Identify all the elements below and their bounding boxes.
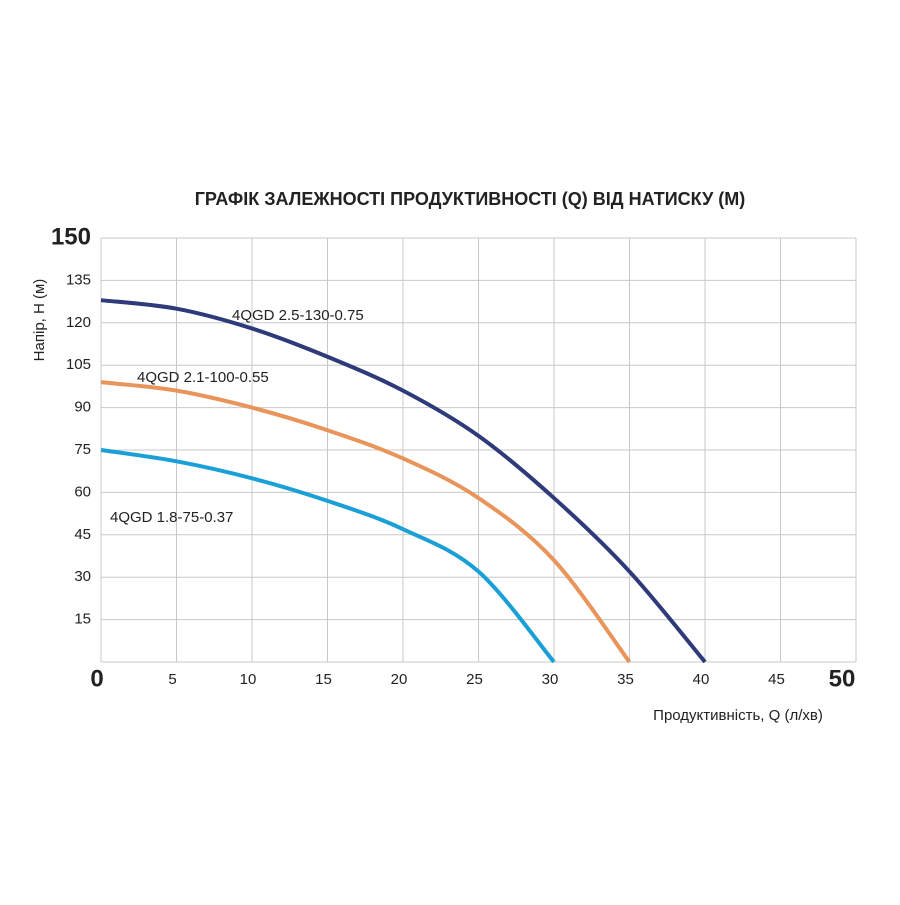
series-line (100, 298, 707, 664)
y-tick-label: 90 (74, 399, 91, 416)
y-tick-label: 60 (74, 483, 91, 500)
x-tick-label: 15 (315, 671, 332, 688)
y-tick-label: 30 (74, 568, 91, 585)
y-tick-label: 150 (51, 223, 91, 250)
y-tick-label: 15 (74, 611, 91, 628)
x-tick-label: 0 (90, 665, 103, 692)
series-label: 4QGD 2.1-100-0.55 (137, 369, 269, 386)
series-line (100, 448, 556, 664)
y-tick-label: 45 (74, 526, 91, 543)
x-tick-label: 40 (693, 671, 710, 688)
x-tick-label: 30 (542, 671, 559, 688)
chart-title: ГРАФІК ЗАЛЕЖНОСТІ ПРОДУКТИВНОСТІ (Q) ВІД… (195, 189, 746, 209)
y-tick-label: 120 (66, 314, 91, 331)
y-tick-label: 75 (74, 441, 91, 458)
x-axis-title: Продуктивність, Q (л/хв) (653, 707, 823, 724)
series-line (100, 380, 632, 664)
x-tick-label: 50 (829, 665, 856, 692)
y-axis-title: Напір, Н (м) (31, 279, 48, 362)
x-tick-label: 10 (240, 671, 257, 688)
x-tick-label: 45 (768, 671, 785, 688)
x-tick-label: 35 (617, 671, 634, 688)
y-tick-label: 105 (66, 356, 91, 373)
x-tick-label: 5 (168, 671, 176, 688)
y-tick-label: 135 (66, 271, 91, 288)
x-tick-label: 20 (391, 671, 408, 688)
series-label: 4QGD 1.8-75-0.37 (110, 509, 233, 526)
series-label: 4QGD 2.5-130-0.75 (232, 307, 364, 324)
x-tick-label: 25 (466, 671, 483, 688)
